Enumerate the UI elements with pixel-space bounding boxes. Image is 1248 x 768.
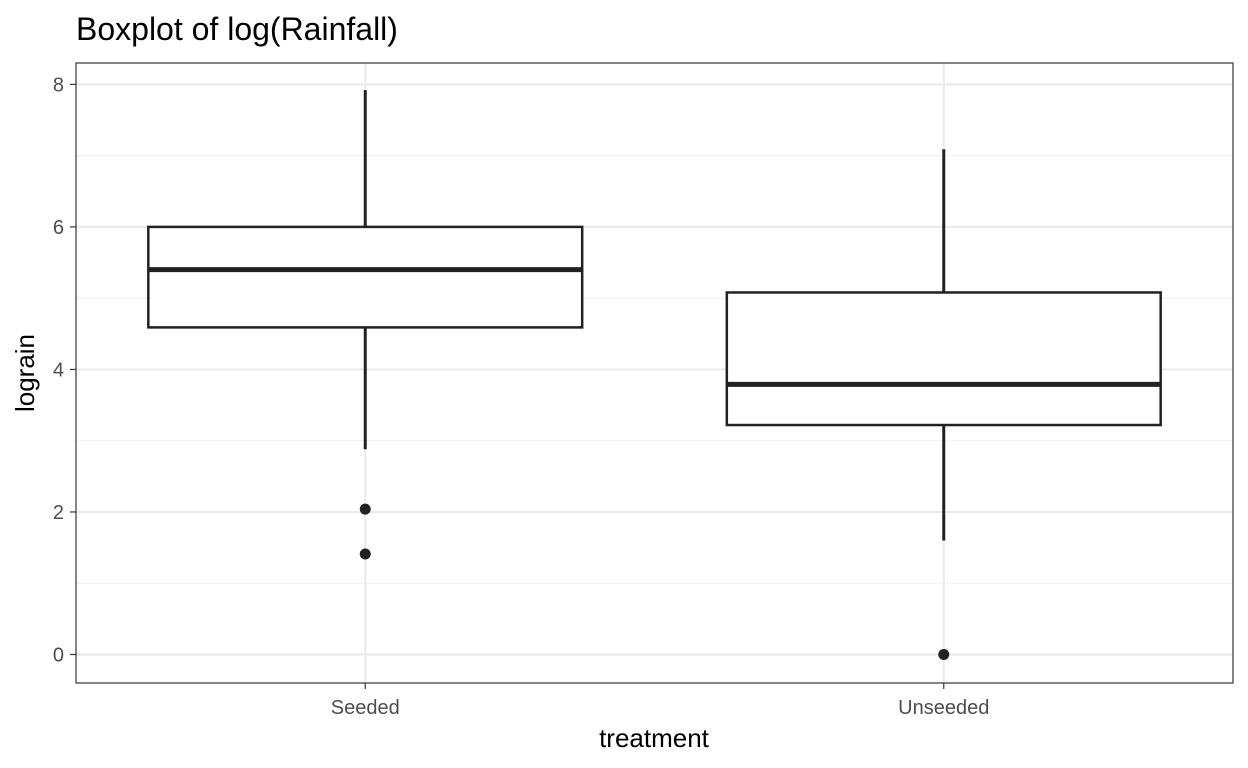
x-axis-title: treatment bbox=[599, 723, 710, 753]
box-iqr bbox=[725, 291, 1162, 427]
y-tick-label: 4 bbox=[53, 359, 64, 381]
x-tick-label: Unseeded bbox=[898, 697, 989, 719]
outlier-point bbox=[359, 503, 371, 515]
y-axis-title: lograin bbox=[10, 334, 40, 412]
panel-border bbox=[75, 62, 1234, 684]
x-tick-label: Seeded bbox=[331, 697, 400, 719]
chart-title: Boxplot of log(Rainfall) bbox=[76, 11, 398, 47]
box-group-unseeded bbox=[725, 149, 1162, 660]
box-group-seeded bbox=[147, 90, 584, 560]
outlier-point bbox=[938, 648, 950, 660]
outlier-point bbox=[359, 548, 371, 560]
y-tick-label: 0 bbox=[53, 644, 64, 666]
y-tick-label: 2 bbox=[53, 502, 64, 524]
tick-layer: 0 2 4 6 8 Seeded Unseeded bbox=[53, 74, 989, 719]
box-iqr bbox=[147, 225, 584, 329]
y-tick-label: 8 bbox=[53, 74, 64, 96]
box-layer bbox=[147, 90, 1162, 660]
y-tick-label: 6 bbox=[53, 217, 64, 239]
